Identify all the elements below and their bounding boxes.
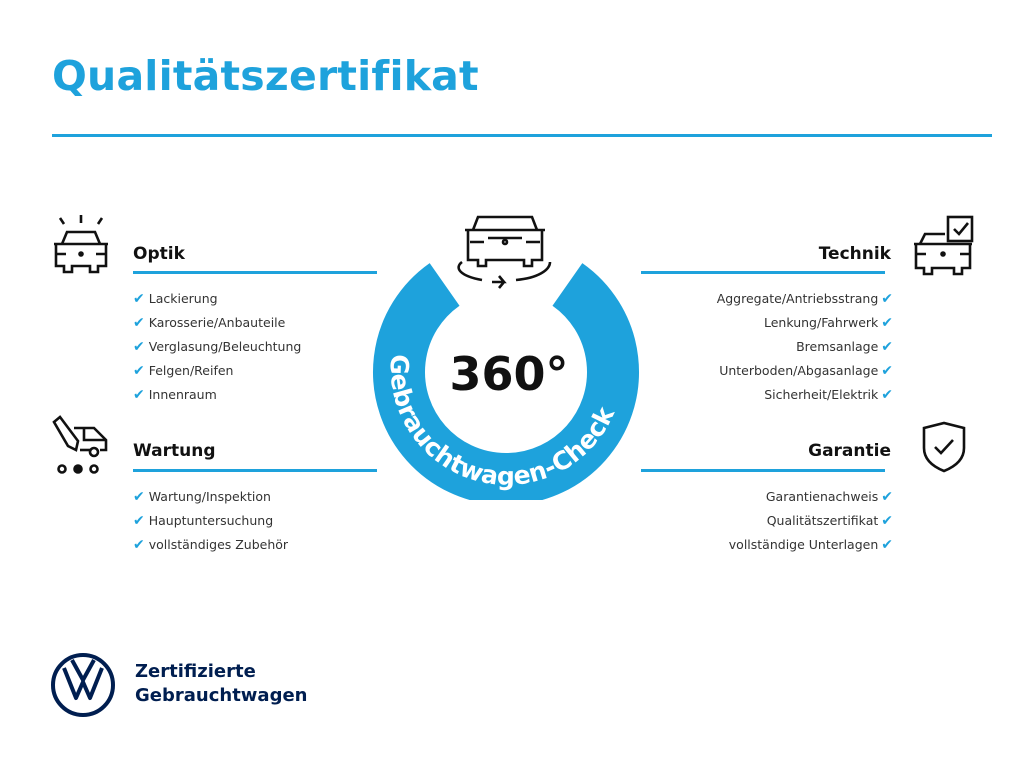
list-item: ✔ vollständiges Zubehör [133,533,288,557]
list-item: vollständige Unterlagen ✔ [729,533,893,557]
list-item: ✔ Innenraum [133,383,301,407]
garantie-heading: Garantie [808,441,891,461]
list-item: Bremsanlage ✔ [717,335,893,359]
item-label: Wartung/Inspektion [148,489,271,504]
check-icon: ✔ [133,291,145,307]
item-label: Unterboden/Abgasanlage [719,363,879,378]
ring-arc [373,263,639,500]
check-icon: ✔ [881,537,893,553]
list-item: ✔ Wartung/Inspektion [133,485,288,509]
item-label: Qualitätszertifikat [766,513,879,528]
optik-divider [133,271,377,274]
list-item: Qualitätszertifikat ✔ [729,509,893,533]
list-item: Sicherheit/Elektrik ✔ [717,383,893,407]
list-item: Aggregate/Antriebsstrang ✔ [717,287,893,311]
garantie-list: Garantienachweis ✔ Qualitätszertifikat ✔ v… [729,485,893,557]
shield-check-icon [922,421,966,473]
check-icon: ✔ [881,363,893,379]
item-label: Sicherheit/Elektrik [764,387,879,402]
list-item: ✔ Verglasung/Beleuchtung [133,335,301,359]
item-label: vollständige Unterlagen [728,537,879,552]
check-icon: ✔ [881,513,893,529]
360-label: 360° [449,347,568,401]
list-item: Garantienachweis ✔ [729,485,893,509]
list-item: Unterboden/Abgasanlage ✔ [717,359,893,383]
check-icon: ✔ [133,387,145,403]
car-checkbox-icon [914,215,974,276]
item-label: Garantienachweis [765,489,879,504]
title-divider [52,134,992,137]
wartung-divider [133,469,377,472]
check-icon: ✔ [133,339,145,355]
check-icon: ✔ [133,315,145,331]
item-label: Bremsanlage [796,339,879,354]
list-item: ✔ Lackierung [133,287,301,311]
item-label: Lenkung/Fahrwerk [764,315,879,330]
vw-logo [51,653,115,717]
check-icon: ✔ [133,363,145,379]
technik-list: Aggregate/Antriebsstrang ✔ Lenkung/Fahrwe… [717,287,893,407]
item-label: Hauptuntersuchung [148,513,274,528]
item-label: Innenraum [148,387,217,402]
page-title: Qualitätszertifikat [52,52,479,100]
check-icon: ✔ [133,513,145,529]
check-icon: ✔ [133,537,145,553]
brand-line-2: Gebrauchtwagen [135,685,308,706]
optik-heading: Optik [133,244,185,264]
technik-heading: Technik [818,244,891,264]
item-label: Karosserie/Anbauteile [148,315,286,330]
item-label: Lackierung [148,291,218,306]
garantie-divider [641,469,885,472]
optik-list: ✔ Lackierung ✔ Karosserie/Anbauteile ✔ Verg… [133,287,301,407]
360-check-badge: Gebrauchtwagen-Check 360° [373,215,639,500]
check-icon: ✔ [133,489,145,505]
list-item: ✔ Karosserie/Anbauteile [133,311,301,335]
item-label: Aggregate/Antriebsstrang [716,291,879,306]
check-icon: ✔ [881,387,893,403]
check-icon: ✔ [881,489,893,505]
car-lights-icon [54,215,108,274]
check-icon: ✔ [881,315,893,331]
list-item: Lenkung/Fahrwerk ✔ [717,311,893,335]
technik-divider [641,271,885,274]
check-icon: ✔ [881,339,893,355]
brand-text: Zertifizierte Gebrauchtwagen [135,660,307,708]
wartung-list: ✔ Wartung/Inspektion ✔ Hauptuntersuchung ✔… [133,485,288,557]
car-maintenance-icon [52,415,108,474]
wartung-heading: Wartung [133,441,216,461]
brand-line-1: Zertifizierte [135,661,256,682]
list-item: ✔ Hauptuntersuchung [133,509,288,533]
item-label: Felgen/Reifen [148,363,234,378]
item-label: Verglasung/Beleuchtung [148,339,302,354]
item-label: vollständiges Zubehör [148,537,289,552]
list-item: ✔ Felgen/Reifen [133,359,301,383]
check-icon: ✔ [881,291,893,307]
car-rotate-icon [457,215,552,289]
